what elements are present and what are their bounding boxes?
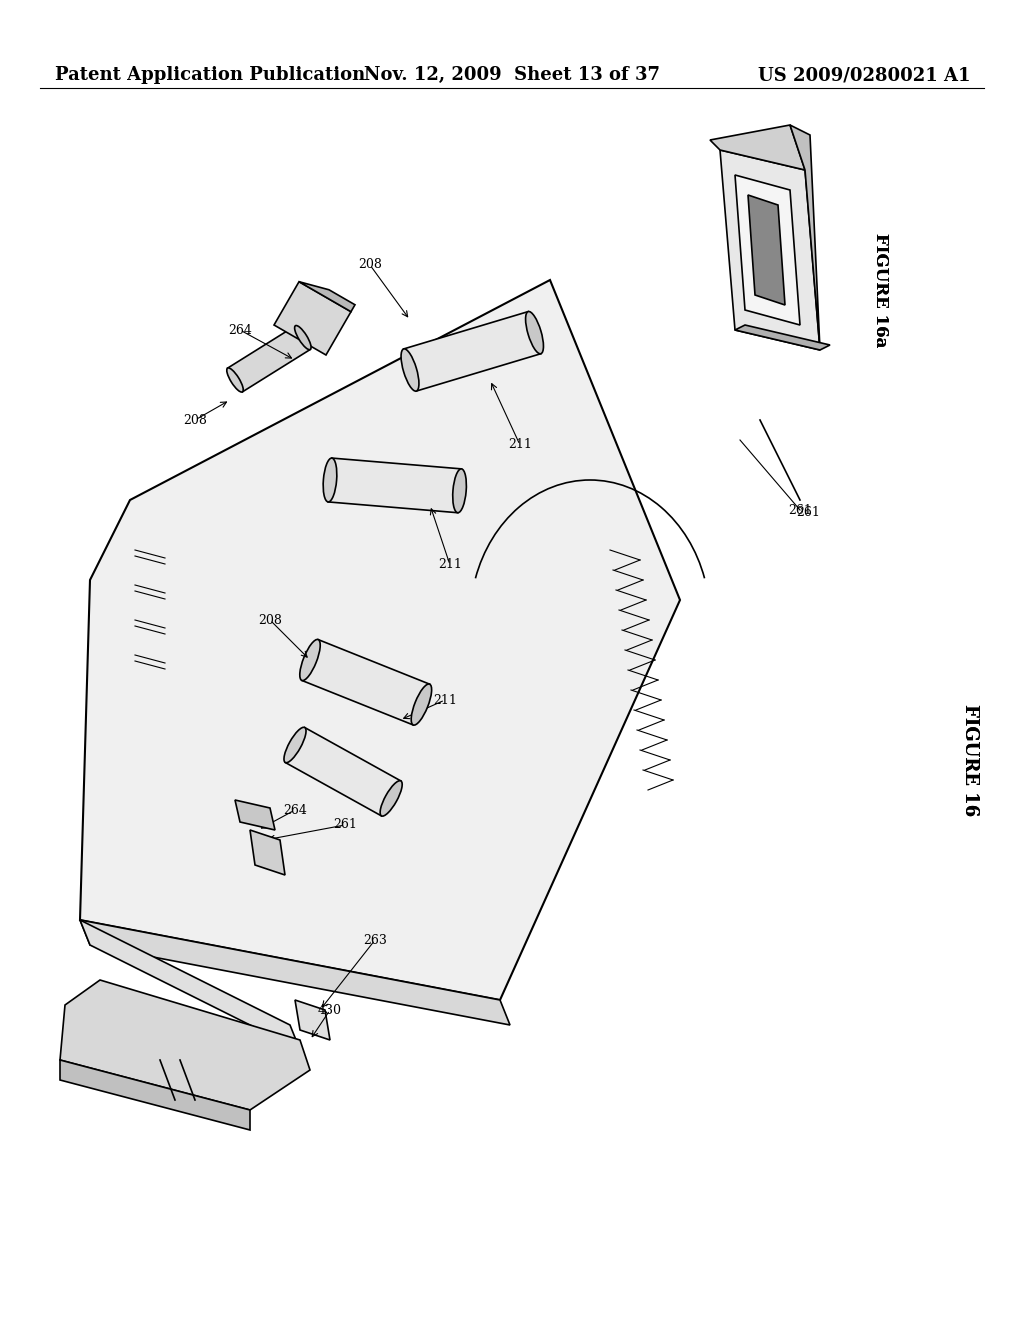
Text: 211: 211 <box>438 558 462 572</box>
Ellipse shape <box>401 348 419 391</box>
Ellipse shape <box>525 312 544 354</box>
Polygon shape <box>328 458 462 512</box>
Text: 264: 264 <box>283 804 307 817</box>
Ellipse shape <box>295 326 311 350</box>
Polygon shape <box>302 640 430 725</box>
Ellipse shape <box>380 780 402 816</box>
Text: 261: 261 <box>333 818 357 832</box>
Polygon shape <box>60 979 310 1110</box>
Text: 261: 261 <box>788 503 812 516</box>
Text: 211: 211 <box>508 438 531 451</box>
Ellipse shape <box>226 368 244 392</box>
Ellipse shape <box>324 458 337 502</box>
Polygon shape <box>286 727 400 816</box>
Polygon shape <box>60 1060 250 1130</box>
Polygon shape <box>299 281 355 312</box>
Polygon shape <box>735 176 800 325</box>
Text: 208: 208 <box>258 614 282 627</box>
Text: 430: 430 <box>318 1003 342 1016</box>
Polygon shape <box>250 830 285 875</box>
Ellipse shape <box>412 684 432 725</box>
Polygon shape <box>80 920 300 1049</box>
Polygon shape <box>403 312 541 391</box>
Polygon shape <box>80 280 680 1001</box>
Text: FIGURE 16a: FIGURE 16a <box>871 232 889 347</box>
Text: 208: 208 <box>358 259 382 272</box>
Ellipse shape <box>300 639 321 681</box>
Polygon shape <box>234 800 275 830</box>
Polygon shape <box>295 1001 330 1040</box>
Ellipse shape <box>284 727 306 763</box>
Text: 208: 208 <box>183 413 207 426</box>
Text: 211: 211 <box>433 693 457 706</box>
Polygon shape <box>735 325 830 350</box>
Polygon shape <box>227 326 310 392</box>
Polygon shape <box>748 195 785 305</box>
Text: Nov. 12, 2009  Sheet 13 of 37: Nov. 12, 2009 Sheet 13 of 37 <box>364 66 660 84</box>
Polygon shape <box>720 150 820 350</box>
Polygon shape <box>80 920 510 1026</box>
Text: US 2009/0280021 A1: US 2009/0280021 A1 <box>758 66 970 84</box>
Text: 264: 264 <box>228 323 252 337</box>
Text: 261: 261 <box>796 507 820 520</box>
Polygon shape <box>790 125 820 350</box>
Text: FIGURE 16a: FIGURE 16a <box>871 232 889 347</box>
Text: FIGURE 16: FIGURE 16 <box>961 704 979 816</box>
Text: FIGURE 16: FIGURE 16 <box>961 704 979 816</box>
Polygon shape <box>710 125 805 170</box>
Ellipse shape <box>453 469 466 512</box>
Text: Patent Application Publication: Patent Application Publication <box>55 66 366 84</box>
Text: 263: 263 <box>364 933 387 946</box>
Polygon shape <box>274 281 351 355</box>
